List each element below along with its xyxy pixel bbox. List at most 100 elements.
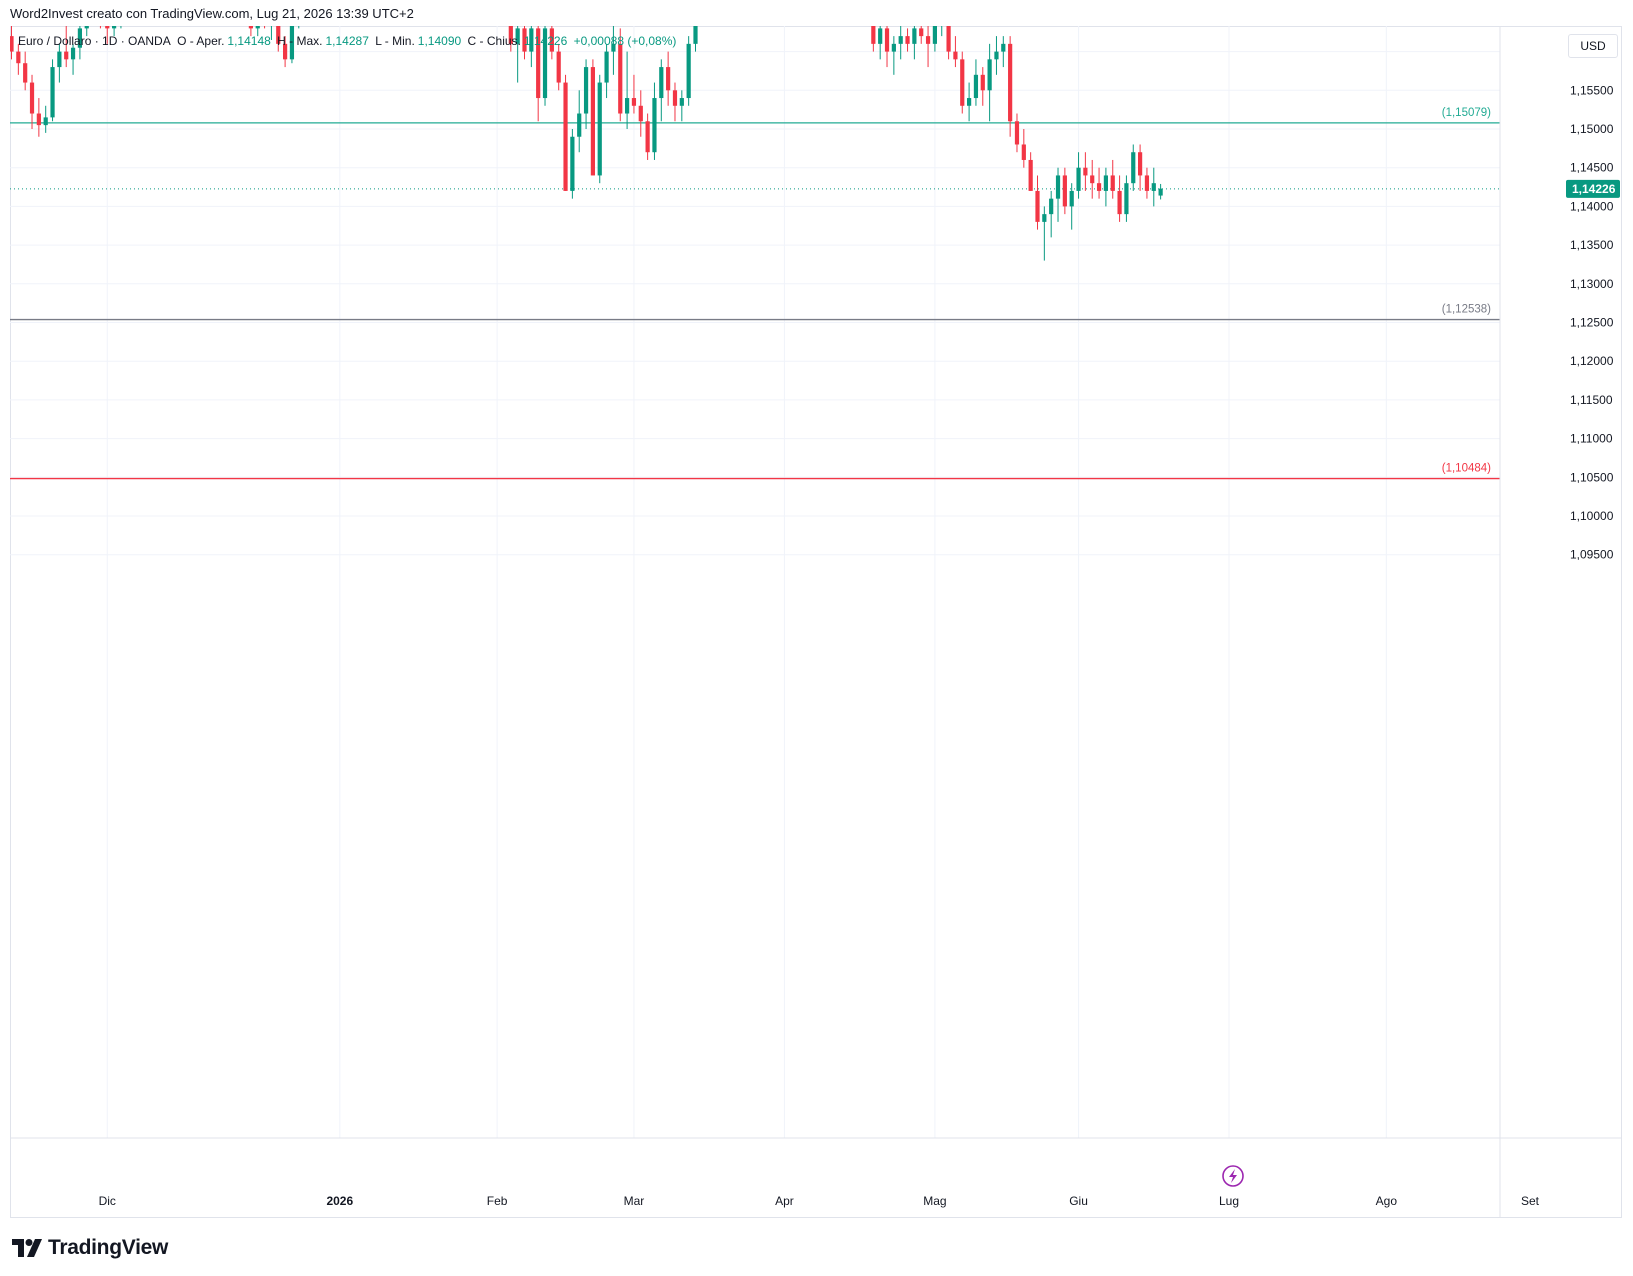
candle-body	[967, 98, 972, 106]
candle-body	[891, 43, 896, 52]
candle-body	[289, 26, 295, 60]
candle-body	[50, 67, 55, 118]
x-tick-label: Ago	[1376, 1194, 1398, 1208]
candle-body	[23, 63, 28, 83]
candle-body	[119, 0, 123, 21]
chart-attribution: Word2Invest creato con TradingView.com, …	[10, 6, 414, 21]
candle-body	[625, 98, 630, 114]
candle-body	[932, 26, 937, 44]
candle-body	[1014, 121, 1020, 145]
level-label: (1,15079)	[1442, 107, 1491, 119]
candle-body	[666, 67, 671, 91]
candle-body	[1103, 175, 1108, 191]
x-tick-label: Apr	[775, 1194, 794, 1208]
candle-body	[1117, 190, 1122, 215]
candle-body	[29, 82, 35, 114]
candle-body	[987, 59, 992, 91]
candle-body	[611, 43, 616, 52]
candle-body	[1110, 175, 1115, 191]
y-tick-label: 1,11000	[1570, 432, 1613, 446]
flash-icon-ring	[1222, 1165, 1244, 1187]
candle-body	[652, 98, 657, 153]
candle-body	[269, 21, 273, 22]
symbol-legend: Euro / Dollaro · 1D · OANDA O - Aper. 1,1…	[18, 34, 679, 48]
candle-body	[1138, 152, 1143, 176]
tradingview-logo[interactable]: TradingView	[12, 1236, 168, 1260]
candle-body	[1028, 159, 1033, 191]
candle-body	[884, 28, 890, 52]
candle-body	[1151, 183, 1156, 191]
legend-close-value: 1,14226	[523, 34, 568, 48]
candle-body	[1062, 175, 1067, 207]
tradingview-logo-icon	[12, 1239, 42, 1257]
candle-body	[919, 28, 924, 37]
y-tick-label: 1,10000	[1570, 509, 1614, 523]
flash-icon-bolt	[1229, 1169, 1237, 1183]
candle-body	[242, 0, 246, 5]
x-tick-label: Lug	[1219, 1194, 1239, 1208]
x-tick-label: Set	[1521, 1194, 1540, 1208]
currency-button[interactable]: USD	[1568, 34, 1618, 58]
candle-body	[563, 82, 568, 191]
legend-symbol[interactable]: Euro / Dollaro · 1D · OANDA	[18, 34, 171, 48]
candle-body	[693, 26, 698, 44]
candle-body	[590, 67, 595, 176]
candle-body	[84, 26, 89, 29]
candle-body	[940, 13, 944, 21]
candle-body	[556, 51, 561, 83]
candle-body	[91, 0, 95, 13]
candle-body	[1124, 183, 1129, 215]
candle-body	[604, 51, 609, 83]
y-tick-label: 1,12000	[1570, 354, 1614, 368]
candle-body	[77, 28, 82, 48]
x-tick-label: Dic	[99, 1194, 116, 1208]
x-tick-label: Feb	[487, 1194, 508, 1208]
legend-close-label: C - Chius.	[467, 34, 521, 48]
candle-body	[864, 0, 868, 5]
candle-body	[105, 26, 110, 29]
candle-body	[536, 28, 541, 99]
candle-body	[1042, 214, 1047, 222]
candle-body	[70, 47, 76, 60]
candle-body	[645, 121, 650, 153]
legend-open-label: O - Aper.	[177, 34, 225, 48]
candle-body	[1144, 175, 1150, 191]
flash-icon[interactable]	[1222, 1165, 1244, 1187]
candle-body	[953, 51, 958, 60]
candle-body	[878, 28, 883, 44]
last-price-label: 1,14226	[1572, 182, 1616, 196]
y-tick-label: 1,15500	[1570, 83, 1614, 97]
candle-body	[262, 5, 266, 20]
x-tick-label: Giu	[1069, 1194, 1088, 1208]
brand-name: TradingView	[48, 1236, 169, 1259]
candle-body	[1083, 167, 1088, 176]
candle-body	[570, 136, 575, 191]
legend-change: +0,00088 (+0,08%)	[573, 34, 677, 48]
candle-body	[597, 82, 602, 176]
candle-body	[255, 26, 260, 29]
candle-body	[1090, 175, 1095, 184]
y-tick-label: 1,12500	[1570, 316, 1614, 330]
y-tick-label: 1,14500	[1570, 161, 1614, 175]
candle-body	[542, 28, 548, 99]
candle-body	[1021, 144, 1026, 160]
legend-open-value: 1,14148	[227, 34, 271, 48]
chart-frame	[10, 26, 1622, 1218]
candle-body	[577, 113, 582, 137]
plot-area: (1,23187)(1,21451)(1,19188)(1,16925)(1,1…	[10, 0, 1500, 1138]
y-tick-label: 1,15000	[1570, 122, 1614, 136]
candle-body	[1069, 190, 1074, 207]
candle-body	[64, 51, 69, 60]
candle-body	[871, 26, 876, 44]
candle-body	[1035, 190, 1040, 222]
candle-body	[638, 105, 643, 122]
candle-body	[112, 26, 117, 29]
candle-body	[905, 36, 910, 44]
level-label: (1,10484)	[1442, 463, 1491, 475]
legend-low-label: L - Min.	[375, 34, 415, 48]
y-tick-label: 1,13500	[1570, 238, 1614, 252]
candle-body	[686, 43, 691, 99]
candle-body	[679, 98, 684, 106]
candle-body	[529, 28, 534, 52]
